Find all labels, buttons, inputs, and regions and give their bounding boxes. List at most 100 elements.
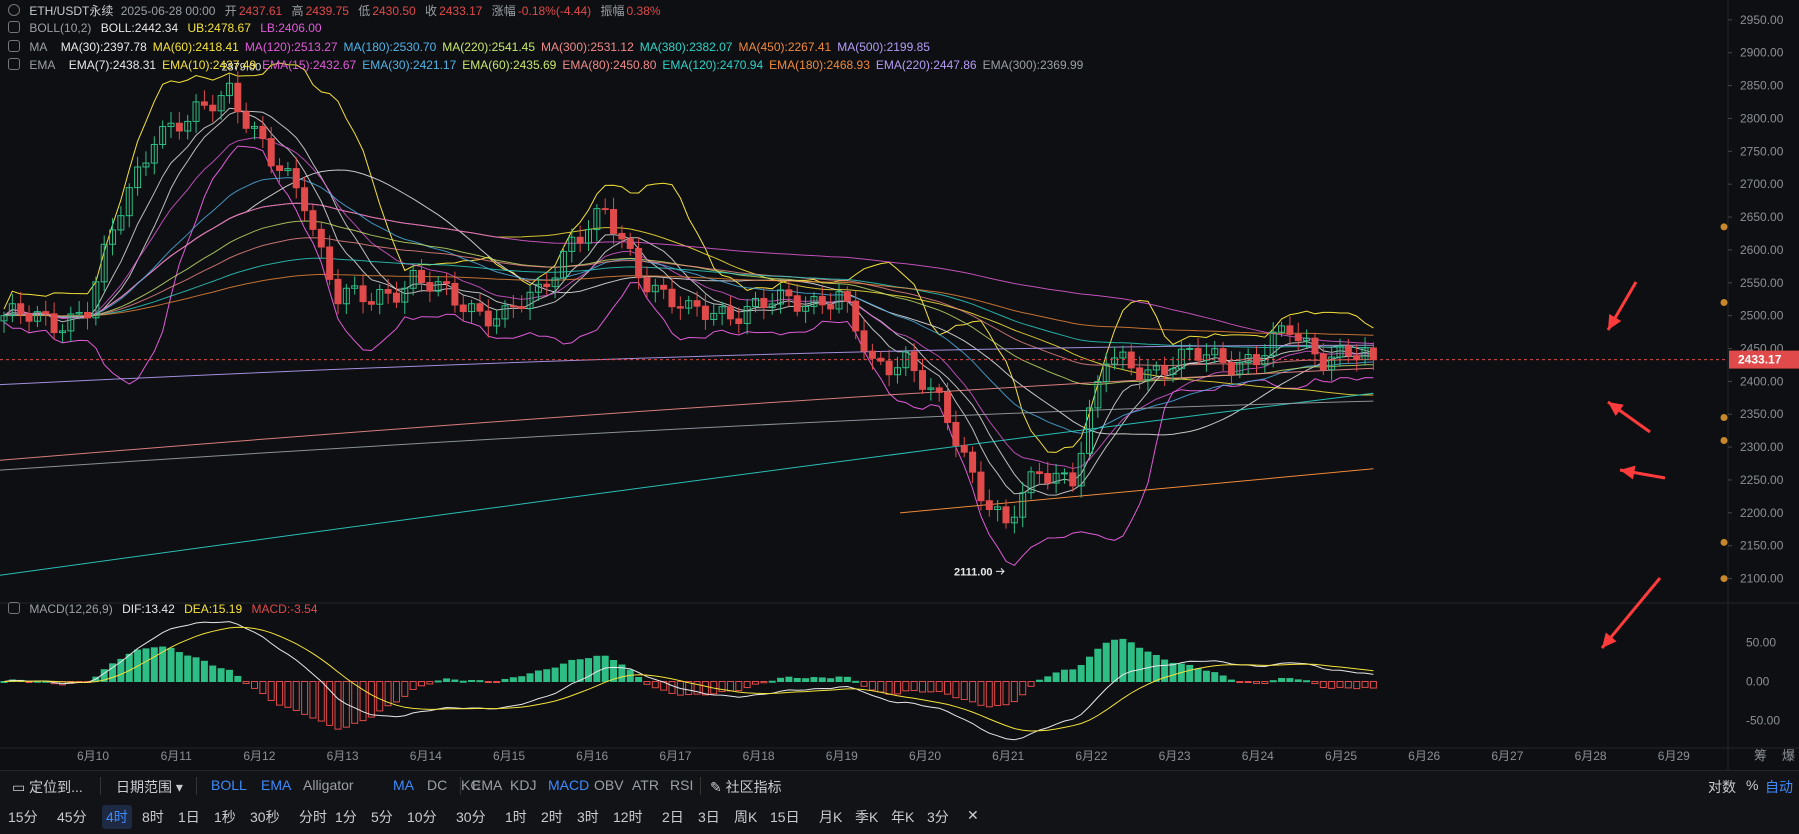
interval-7-button[interactable]: 分时	[299, 809, 327, 825]
time-tick-label: 6月19	[826, 749, 858, 763]
interval-6-button[interactable]: 30秒	[250, 809, 280, 825]
ema-legend-item: EMA(30):2421.17	[362, 58, 457, 72]
interval-17-button[interactable]: 3日	[698, 809, 720, 825]
interval-2-button[interactable]: 4时	[102, 805, 132, 829]
community-indicators-button[interactable]: ✎ 社区指标	[710, 779, 782, 795]
candle-body	[944, 391, 952, 423]
indicator-obv-button[interactable]: OBV	[594, 777, 624, 793]
interval-0-button[interactable]: 15分	[8, 809, 38, 825]
macd-bar	[426, 681, 434, 685]
interval-18-button[interactable]: 周K	[734, 809, 758, 825]
eye-icon[interactable]	[8, 21, 20, 33]
indicator-kdj-button[interactable]: KDJ	[510, 777, 537, 793]
ma-legend[interactable]: MA MA(30):2397.78 MA(60):2418.41 MA(120):2…	[8, 39, 936, 55]
candle-body	[601, 208, 609, 211]
macd-bar	[451, 679, 459, 683]
indicator-alligator-button[interactable]: Alligator	[303, 777, 354, 793]
interval-14-button[interactable]: 3时	[577, 809, 599, 825]
axis-tool-label[interactable]: 筹	[1754, 748, 1767, 763]
interval-4-button[interactable]: 1日	[178, 809, 200, 825]
alert-dot-icon[interactable]	[1720, 299, 1728, 306]
close-icon[interactable]: ✕	[967, 807, 979, 823]
candle-body	[0, 315, 8, 322]
interval-10-button[interactable]: 10分	[407, 809, 437, 825]
eye-icon[interactable]	[8, 40, 20, 52]
boll-legend[interactable]: BOLL(10,2) BOLL:2442.34 UB:2478.67 LB:24…	[8, 20, 328, 36]
date-range-button[interactable]: 日期范围 ▾	[116, 779, 183, 795]
candle-body	[25, 313, 33, 322]
ma-legend-item: MA(180):2530.70	[343, 40, 437, 54]
alert-dot-icon[interactable]	[1720, 414, 1728, 422]
indicator-kc-button[interactable]: KC	[461, 777, 481, 793]
indicator-macd-button[interactable]: MACD	[548, 777, 590, 793]
macd-bar	[418, 681, 425, 687]
indicator-ema-button[interactable]: EMA	[261, 777, 292, 793]
interval-21-button[interactable]: 季K	[855, 809, 879, 825]
interval-11-button[interactable]: 30分	[456, 809, 486, 825]
alert-dot-icon[interactable]	[1720, 437, 1728, 445]
interval-13-button[interactable]: 2时	[541, 809, 563, 825]
interval-20-button[interactable]: 月K	[819, 809, 843, 825]
annotation-arrowhead-icon	[1602, 632, 1617, 648]
macd-bar	[693, 681, 701, 695]
indicator-ema-button[interactable]: EMA	[472, 777, 503, 793]
macd-bar	[184, 655, 192, 682]
interval-3-button[interactable]: 8时	[142, 809, 164, 825]
macd-bar	[476, 680, 484, 683]
macd-bar	[443, 678, 451, 682]
macd-bar	[1236, 681, 1244, 683]
interval-9-button[interactable]: 5分	[371, 809, 393, 825]
candle-body	[225, 82, 233, 97]
axis-tool-label[interactable]: 爆	[1782, 748, 1795, 763]
log-scale-button[interactable]: 对数	[1708, 779, 1736, 795]
interval-12-button[interactable]: 1时	[505, 809, 527, 825]
macd-bar	[1294, 679, 1302, 682]
candle-body	[559, 250, 567, 279]
interval-23-button[interactable]: 3分	[927, 809, 949, 825]
candle-body	[242, 111, 250, 129]
interval-19-button[interactable]: 15日	[770, 809, 800, 825]
indicator-boll-button[interactable]: BOLL	[211, 777, 247, 793]
time-tick-label: 6月24	[1242, 749, 1274, 763]
candle-body	[84, 311, 91, 319]
macd-bar	[384, 681, 392, 707]
macd-bar	[1010, 681, 1018, 703]
candle-body	[1086, 407, 1093, 454]
macd-legend[interactable]: MACD(12,26,9) DIF:13.42 DEA:15.19 MACD:-…	[8, 601, 324, 617]
ema-legend[interactable]: EMA EMA(7):2438.31 EMA(10):2437.49 EMA(15)…	[8, 57, 1089, 73]
macd-bar	[1161, 659, 1169, 682]
interval-1-button[interactable]: 45分	[57, 809, 87, 825]
macd-bar	[1069, 669, 1077, 682]
interval-16-button[interactable]: 2日	[662, 809, 684, 825]
macd-bar	[501, 678, 509, 683]
interval-15-button[interactable]: 12时	[613, 809, 643, 825]
auto-button[interactable]: 自动	[1765, 779, 1793, 795]
macd-bar	[534, 670, 542, 682]
indicator-rsi-button[interactable]: RSI	[670, 777, 694, 793]
interval-22-button[interactable]: 年K	[891, 809, 915, 825]
boll-middle-band	[3, 110, 1374, 496]
macd-bar	[1369, 681, 1377, 689]
percent-button[interactable]: %	[1746, 777, 1759, 793]
macd-bar	[651, 681, 659, 689]
macd-bar	[860, 681, 868, 687]
eye-icon[interactable]	[8, 58, 20, 70]
alert-dot-icon[interactable]	[1720, 538, 1728, 546]
alert-dot-icon[interactable]	[1720, 223, 1728, 231]
macd-bar	[559, 663, 567, 682]
macd-bar	[676, 681, 684, 696]
candle-body	[910, 351, 918, 372]
interval-8-button[interactable]: 1分	[335, 809, 357, 825]
indicator-dc-button[interactable]: DC	[427, 777, 448, 793]
annotation-arrowhead-icon	[1620, 465, 1636, 480]
locate-button[interactable]: ▭ 定位到...	[12, 779, 83, 795]
candle-body	[626, 238, 634, 249]
alert-dot-icon[interactable]	[1720, 575, 1728, 583]
eye-icon[interactable]	[8, 602, 20, 614]
divider	[700, 777, 701, 795]
indicator-atr-button[interactable]: ATR	[632, 777, 659, 793]
indicator-ma-button[interactable]: MA	[393, 777, 414, 793]
collapse-icon[interactable]	[8, 4, 20, 16]
interval-5-button[interactable]: 1秒	[214, 809, 236, 825]
